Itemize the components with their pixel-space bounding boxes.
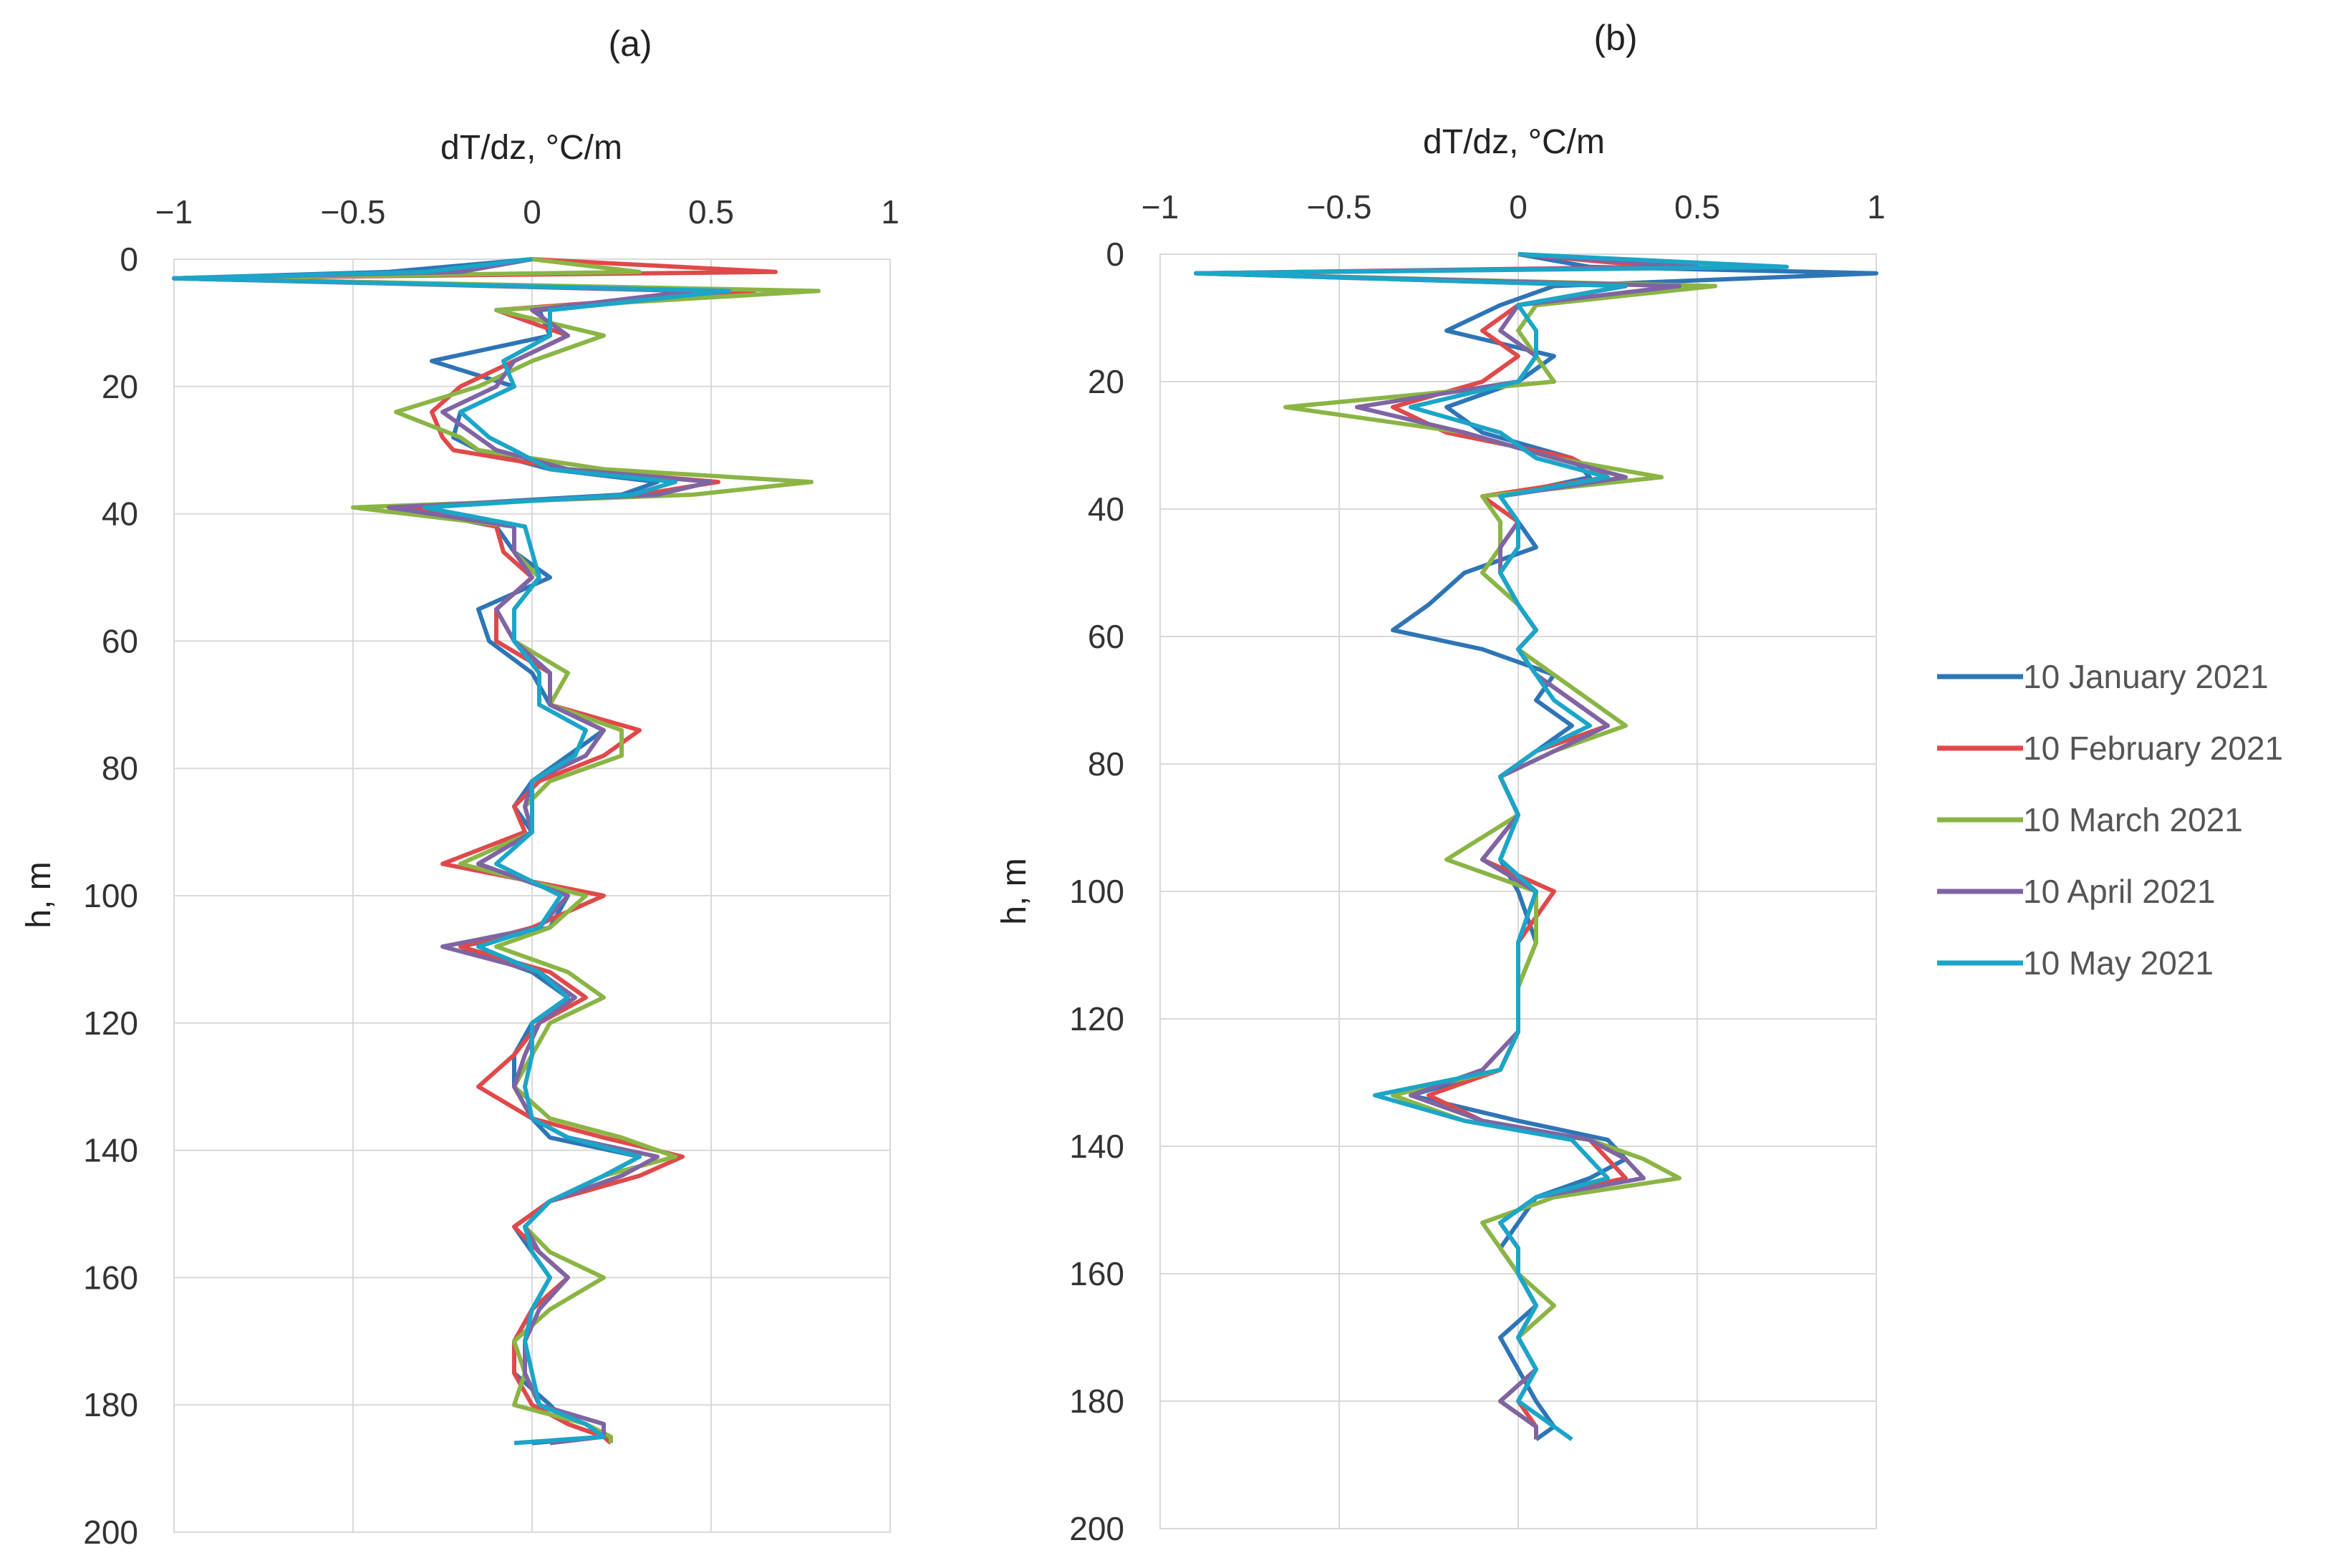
panel-b-y-tick-label: 20 (1088, 363, 1124, 400)
panel-b-x-tick-label: 1 (1867, 188, 1886, 226)
panel-a-plot-area: −1 −0.5 0 0.5 1 0 20 40 60 80 100 120 140 160 180 200 (83, 193, 899, 1551)
panel-a-series-1 (172, 257, 756, 1446)
panel-a-series-5 (172, 257, 731, 1446)
panel-a-x-tick-label: 0 (523, 193, 541, 231)
panel-b-x-tick-label: 0 (1509, 188, 1528, 226)
panel-a-x-tick-label: −0.5 (321, 193, 386, 231)
panel-a-y-axis-title: h, m (20, 861, 58, 928)
panel-b-y-tick-label: 120 (1069, 1000, 1124, 1037)
panel-a-y-tick-label: 20 (102, 368, 138, 405)
panel-a-y-tick-label: 0 (120, 241, 138, 278)
panel-b-x-tick-label: 0.5 (1674, 188, 1720, 226)
panel-a-x-tick-label: 1 (881, 193, 899, 231)
panel-b-x-tick-label: −1 (1142, 188, 1179, 226)
legend-label-2: 10 February 2021 (2023, 730, 2283, 767)
panel-a-y-tick-label: 60 (102, 622, 138, 659)
panel-a-y-tick-label: 180 (83, 1386, 138, 1423)
panel-a-y-tick-label: 160 (83, 1259, 138, 1296)
legend-label-4: 10 April 2021 (2023, 873, 2216, 910)
panel-b-y-tick-label: 0 (1106, 236, 1124, 273)
panel-b-y-tick-label: 60 (1088, 618, 1124, 655)
panel-b-label: (b) (1593, 18, 1637, 58)
panel-b-plot-area: −1 −0.5 0 0.5 1 0 20 40 60 80 100 120 140 160 180 200 (1069, 188, 1886, 1547)
panel-a-y-tick-label: 100 (83, 877, 138, 914)
panel-a-y-tick-label: 40 (102, 495, 138, 533)
panel-a-y-tick-label: 200 (83, 1514, 138, 1551)
panel-a-x-axis-title: dT/dz, °C/m (440, 129, 622, 167)
panel-a-label: (a) (608, 24, 652, 64)
panel-a-y-tick-label: 120 (83, 1005, 138, 1042)
legend-label-3: 10 March 2021 (2023, 801, 2243, 838)
panel-b-y-tick-label: 140 (1069, 1128, 1124, 1165)
panel-b-y-tick-label: 160 (1069, 1255, 1124, 1292)
legend-label-5: 10 May 2021 (2023, 944, 2214, 982)
panel-a-y-tick-label: 140 (83, 1132, 138, 1169)
panel-a-x-tick-label: −1 (155, 193, 193, 231)
panel-a-y-tick-label: 80 (102, 750, 138, 787)
panel-b-y-axis-title: h, m (995, 858, 1033, 924)
panel-b-y-tick-label: 80 (1088, 745, 1124, 783)
panel-b-y-tick-label: 100 (1069, 873, 1124, 910)
panel-b-x-tick-label: −0.5 (1307, 188, 1372, 226)
panel-b-y-tick-label: 40 (1088, 490, 1124, 528)
panel-b-series-2 (1194, 252, 1664, 1440)
legend: 10 January 2021 10 February 2021 10 March … (1937, 658, 2283, 982)
panel-b-x-axis-title: dT/dz, °C/m (1423, 123, 1605, 161)
panel-b-y-tick-label: 200 (1069, 1510, 1124, 1547)
panel-a-series-4 (172, 257, 713, 1446)
panel-b-y-tick-label: 180 (1069, 1383, 1124, 1420)
panel-b-series-5 (1194, 252, 1789, 1441)
panel-a-x-tick-label: 0.5 (688, 193, 734, 231)
legend-label-1: 10 January 2021 (2023, 658, 2269, 695)
